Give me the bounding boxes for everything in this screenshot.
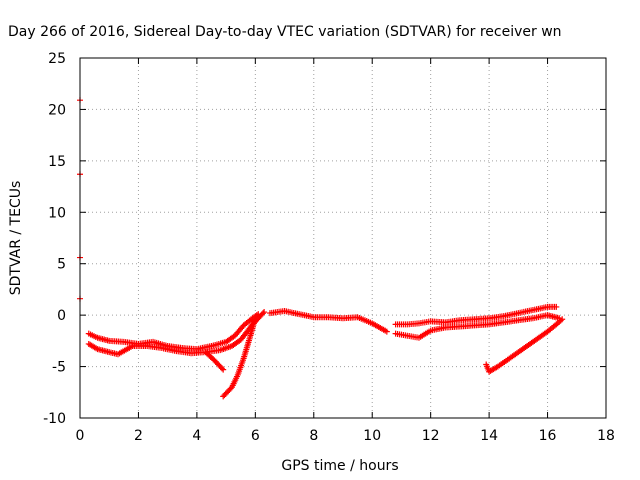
x-tick-label: 16 (539, 428, 557, 444)
x-tick-label: 18 (597, 428, 615, 444)
data-point (559, 316, 566, 323)
x-tick-label: 0 (76, 428, 85, 444)
data-point (227, 385, 234, 392)
y-tick-label: 5 (57, 257, 66, 273)
data-point (261, 309, 268, 316)
data-point (553, 303, 560, 310)
y-tick-label: -5 (52, 360, 66, 376)
y-tick-label: 0 (57, 308, 66, 324)
y-tick-label: 20 (48, 102, 66, 118)
data-point (259, 310, 266, 317)
x-tick-label: 4 (192, 428, 201, 444)
plot-frame (79, 57, 607, 419)
x-tick-label: 10 (363, 428, 381, 444)
x-tick-label: 2 (134, 428, 143, 444)
y-axis-ticks: -10 -5 0 5 10 15 20 25 (43, 51, 606, 427)
y-tick-label: 15 (48, 154, 66, 170)
y-axis-label: SDTVAR / TECUs (8, 181, 24, 296)
x-axis-ticks: 0 2 4 6 8 10 12 14 16 18 (76, 58, 615, 444)
x-tick-label: 6 (251, 428, 260, 444)
x-tick-label: 14 (480, 428, 498, 444)
data-points (77, 97, 566, 400)
chart-title: Day 266 of 2016, Sidereal Day-to-day VTE… (8, 24, 562, 40)
x-tick-label: 8 (309, 428, 318, 444)
data-point (383, 328, 390, 335)
data-point (218, 365, 225, 372)
y-tick-label: 10 (48, 205, 66, 221)
data-point (220, 366, 227, 373)
y-tick-label: 25 (48, 51, 66, 67)
y-tick-label: -10 (43, 411, 66, 427)
x-axis-label: GPS time / hours (281, 458, 398, 474)
chart-grid (80, 58, 606, 418)
x-tick-label: 12 (422, 428, 440, 444)
